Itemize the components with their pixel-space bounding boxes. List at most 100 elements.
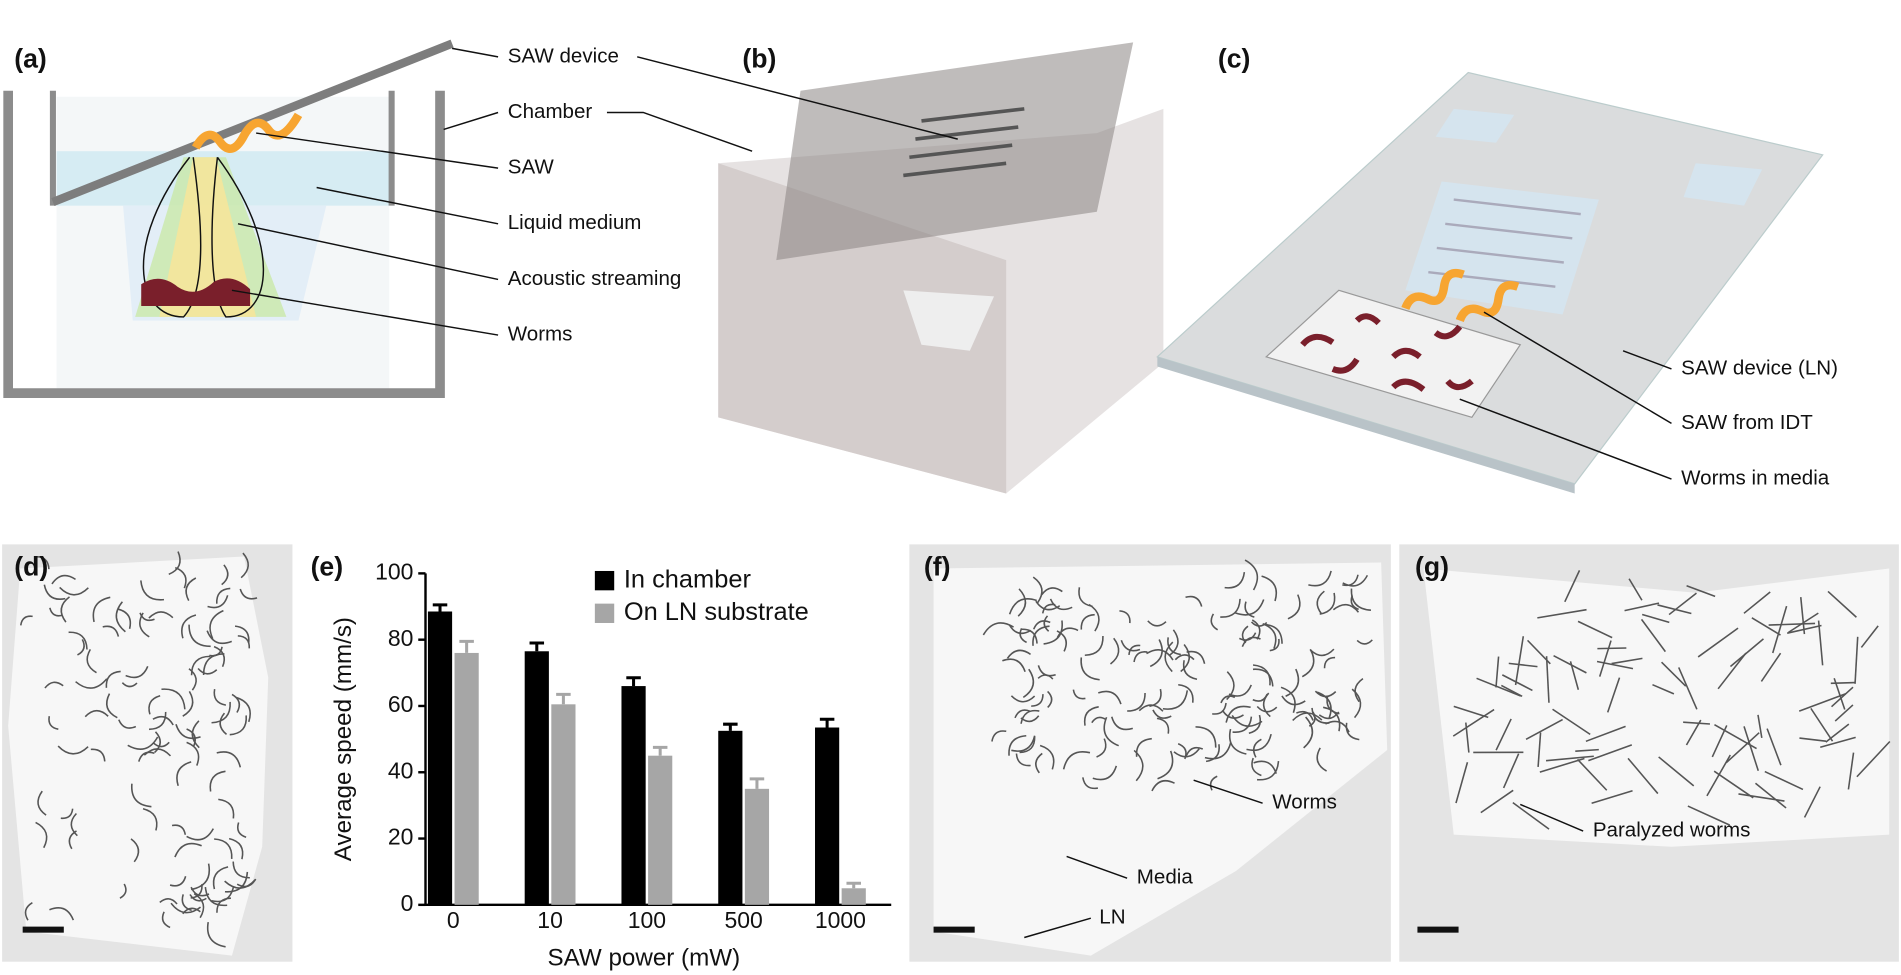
worm bbox=[154, 731, 162, 754]
error-bar bbox=[652, 745, 668, 756]
annotation: Acoustic streaming bbox=[508, 267, 682, 290]
worm bbox=[125, 665, 149, 679]
worm bbox=[1043, 615, 1050, 632]
error-bar bbox=[556, 692, 571, 705]
worm bbox=[57, 745, 89, 755]
worm bbox=[982, 622, 1014, 636]
worm bbox=[1049, 598, 1073, 611]
worm bbox=[1798, 693, 1846, 712]
worm bbox=[1640, 618, 1666, 653]
worm bbox=[1314, 690, 1337, 698]
worm bbox=[216, 587, 231, 604]
worm bbox=[152, 741, 170, 748]
annotation: LN bbox=[1099, 906, 1125, 929]
x-axis-title: SAW power (mW) bbox=[548, 945, 741, 972]
worm bbox=[1729, 638, 1764, 668]
worm bbox=[1149, 639, 1163, 668]
labels: (a) (b) (c) (d) (e) (f) (g) SAW device Chamber SA… bbox=[14, 44, 1838, 939]
worm bbox=[1316, 590, 1325, 615]
chamber-wall bbox=[3, 90, 445, 398]
annotation: Paralyzed worms bbox=[1593, 818, 1751, 841]
legend-label: In chamber bbox=[624, 565, 752, 593]
worm bbox=[1182, 660, 1198, 681]
worm bbox=[24, 902, 33, 921]
worm bbox=[1743, 591, 1771, 614]
worm bbox=[1096, 738, 1107, 758]
panel-label: (a) bbox=[14, 44, 47, 74]
worm bbox=[1032, 576, 1043, 604]
worm bbox=[44, 681, 64, 689]
worm bbox=[1252, 693, 1268, 702]
media bbox=[933, 562, 1388, 956]
worm bbox=[1810, 707, 1834, 742]
worm bbox=[1204, 742, 1232, 760]
worm bbox=[1195, 726, 1217, 748]
worm bbox=[1252, 664, 1271, 686]
annotation: Media bbox=[1137, 866, 1194, 889]
worm bbox=[1350, 588, 1371, 611]
worm bbox=[1180, 644, 1190, 673]
panel-label: (c) bbox=[1218, 44, 1251, 74]
x-tick-label: 1000 bbox=[815, 907, 866, 933]
worm bbox=[1641, 613, 1670, 624]
worm bbox=[59, 586, 89, 596]
error-bar bbox=[626, 676, 641, 687]
worm bbox=[189, 894, 207, 902]
substrate-edge bbox=[1157, 356, 1575, 494]
bar bbox=[648, 755, 673, 905]
worm bbox=[1178, 683, 1194, 703]
y-tick-label: 20 bbox=[388, 824, 414, 850]
worm bbox=[1512, 802, 1550, 830]
worm bbox=[1056, 630, 1067, 652]
legend-label: On LN substrate bbox=[624, 598, 809, 626]
bar bbox=[718, 730, 743, 905]
worm bbox=[1109, 637, 1120, 665]
worm bbox=[1351, 688, 1362, 719]
worm bbox=[1002, 658, 1026, 672]
worm bbox=[174, 842, 202, 858]
worm bbox=[1825, 723, 1850, 743]
worm bbox=[1152, 709, 1172, 719]
worm bbox=[1239, 632, 1257, 641]
worm bbox=[213, 688, 227, 706]
worm bbox=[1017, 588, 1027, 617]
y-tick-label: 0 bbox=[401, 890, 414, 916]
worm bbox=[1577, 758, 1608, 791]
worm bbox=[1597, 647, 1627, 650]
x-tick-label: 10 bbox=[537, 907, 563, 933]
worm bbox=[1082, 777, 1099, 790]
leader-line bbox=[1193, 779, 1263, 804]
worm bbox=[1596, 660, 1634, 670]
worm bbox=[1008, 598, 1037, 615]
worm bbox=[234, 625, 250, 644]
worm bbox=[1167, 637, 1181, 656]
worm bbox=[118, 719, 137, 729]
saw-wave bbox=[191, 112, 303, 153]
worm bbox=[1147, 620, 1167, 627]
worm bbox=[1569, 661, 1580, 690]
media bbox=[1423, 568, 1890, 847]
worm bbox=[219, 712, 228, 735]
panel-label: (d) bbox=[14, 552, 48, 582]
worm bbox=[1014, 709, 1031, 719]
worm bbox=[235, 696, 251, 723]
worm bbox=[1687, 805, 1731, 826]
y-tick-label: 100 bbox=[375, 558, 413, 584]
chamber-schematic bbox=[3, 39, 454, 398]
worm bbox=[1261, 575, 1278, 602]
panel-label: (b) bbox=[742, 44, 776, 74]
leader-line bbox=[1622, 350, 1672, 370]
worm bbox=[1766, 728, 1782, 766]
worm bbox=[236, 878, 257, 888]
worm bbox=[1697, 627, 1739, 658]
worm bbox=[1495, 718, 1512, 751]
worm bbox=[1452, 708, 1495, 737]
worm bbox=[188, 624, 211, 648]
worm bbox=[1342, 574, 1369, 587]
worm bbox=[159, 898, 178, 905]
x-tick-label: 100 bbox=[628, 907, 666, 933]
worm bbox=[1035, 752, 1043, 774]
worm bbox=[202, 653, 225, 676]
worm bbox=[1316, 747, 1327, 772]
worm bbox=[1256, 705, 1278, 713]
